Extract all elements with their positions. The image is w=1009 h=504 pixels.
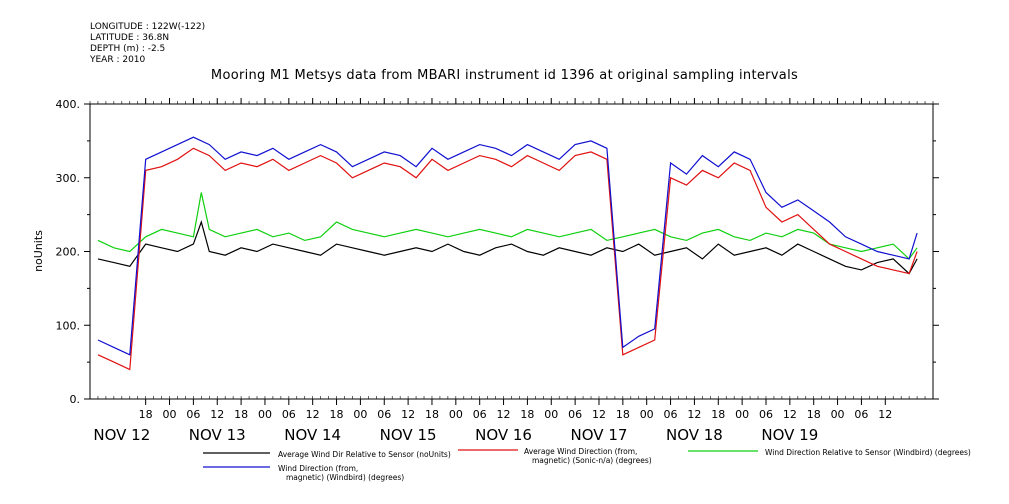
y-tick-label: 0.: [70, 393, 81, 406]
x-tick-label: 06: [186, 408, 200, 421]
x-tick-label: 18: [807, 408, 821, 421]
legend-label-4: Wind Direction (from, magnetic) (Windbird…: [278, 464, 404, 482]
x-tick-label: 12: [783, 408, 797, 421]
series-layer: [97, 136, 918, 371]
x-tick-label: 12: [401, 408, 415, 421]
x-day-label: NOV 16: [475, 426, 532, 444]
series-line-4: [97, 136, 918, 356]
x-tick-label: 06: [377, 408, 391, 421]
metadata-longitude: LONGITUDE : 122W(-122): [90, 22, 206, 32]
x-tick-label: 18: [139, 408, 153, 421]
x-tick-label: 06: [664, 408, 678, 421]
x-tick-label: 12: [497, 408, 511, 421]
metadata-year: YEAR : 2010: [90, 55, 146, 65]
x-tick-label: 18: [711, 408, 725, 421]
series-line-3: [97, 192, 918, 260]
x-tick-label: 00: [640, 408, 654, 421]
x-tick-label: 00: [163, 408, 177, 421]
y-tick-label: 100.: [56, 319, 81, 332]
x-tick-label: 18: [330, 408, 344, 421]
x-day-label: NOV 15: [380, 426, 437, 444]
plot-frame: [89, 103, 934, 400]
series-line-2: [97, 147, 918, 371]
x-tick-label: 06: [759, 408, 773, 421]
x-tick-label: 06: [854, 408, 868, 421]
x-tick-label: 00: [353, 408, 367, 421]
x-tick-label: 00: [258, 408, 272, 421]
x-tick-label: 06: [282, 408, 296, 421]
metadata-depth: DEPTH (m) : -2.5: [90, 44, 166, 54]
x-day-label: NOV 12: [93, 426, 150, 444]
legend-label-2: Average Wind Direction (from, magnetic) (…: [524, 447, 652, 465]
x-tick-label: 06: [568, 408, 582, 421]
x-tick-label: 00: [735, 408, 749, 421]
x-tick-label: 06: [473, 408, 487, 421]
metadata-latitude: LATITUDE : 36.8N: [90, 33, 170, 43]
legend-label-3: Wind Direction Relative to Sensor (Windb…: [765, 448, 971, 457]
x-tick-label: 00: [831, 408, 845, 421]
y-axis-label: noUnits: [32, 230, 45, 272]
ticks-layer: 0. 100. 200. 300. 400. 18 00 06 12 18 00 06 12 18 00 06…: [56, 98, 939, 444]
x-day-label: NOV 17: [571, 426, 628, 444]
series-line-1: [97, 219, 918, 275]
x-tick-label: 00: [449, 408, 463, 421]
legend-label-1: Average Wind Dir Relative to Sensor (noU…: [278, 450, 451, 459]
x-tick-label: 12: [306, 408, 320, 421]
chart-title: Mooring M1 Metsys data from MBARI instru…: [210, 68, 799, 83]
x-tick-label: 12: [592, 408, 606, 421]
y-tick-label: 200.: [56, 246, 81, 259]
x-day-label: NOV 13: [189, 426, 246, 444]
x-tick-label: 18: [616, 408, 630, 421]
y-tick-label: 400.: [56, 98, 81, 111]
x-tick-label: 18: [520, 408, 534, 421]
x-day-label: NOV 19: [761, 426, 818, 444]
x-day-label: NOV 14: [284, 426, 341, 444]
x-tick-label: 00: [544, 408, 558, 421]
x-tick-label: 12: [878, 408, 892, 421]
x-day-label: NOV 18: [666, 426, 723, 444]
x-tick-label: 18: [234, 408, 248, 421]
y-tick-label: 300.: [56, 172, 81, 185]
legend: Average Wind Dir Relative to Sensor (noU…: [203, 447, 971, 482]
metadata-block: LONGITUDE : 122W(-122) LATITUDE : 36.8N …: [90, 22, 205, 66]
x-tick-label: 12: [687, 408, 701, 421]
x-tick-label: 12: [210, 408, 224, 421]
x-tick-label: 18: [425, 408, 439, 421]
